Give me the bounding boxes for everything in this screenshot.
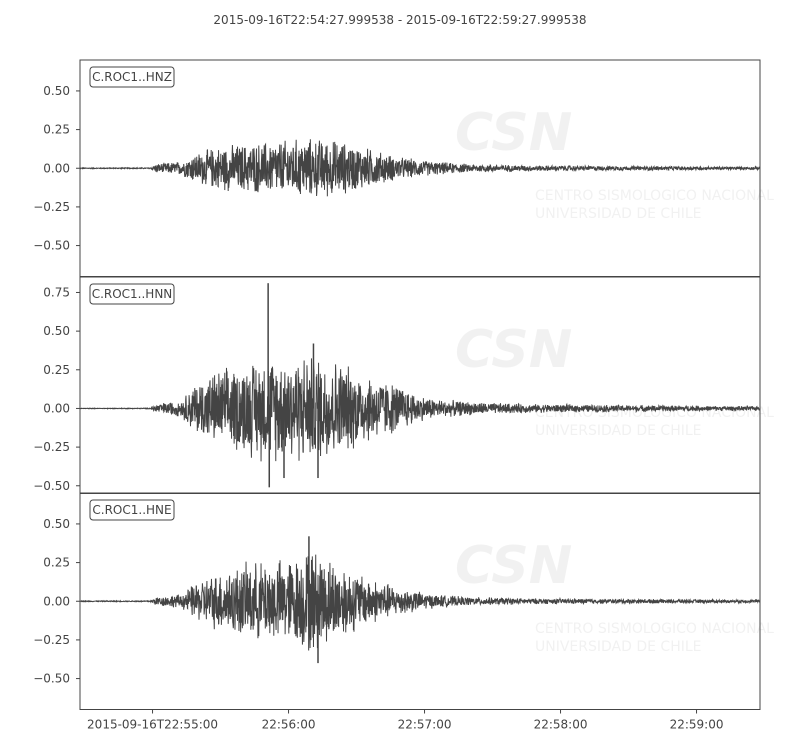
station-label-text: C.ROC1..HNN [92, 287, 173, 301]
y-tick-label: 0.50 [43, 324, 70, 338]
watermark-text: UNIVERSIDAD DE CHILE [535, 639, 702, 655]
watermark-logo: CSN [455, 320, 572, 380]
y-tick-label: 0.75 [43, 285, 70, 299]
panel-frame [79, 276, 761, 494]
y-tick-label: 0.50 [43, 84, 70, 98]
y-tick-label: 0.25 [43, 363, 70, 377]
watermark-text: UNIVERSIDAD DE CHILE [535, 423, 702, 439]
panel-3: CSN CENTRO SISMOLOGICO NACIONAL UNIVERSIDA… [33, 492, 774, 710]
station-label: C.ROC1..HNZ [89, 66, 175, 88]
x-tick-label: 2015-09-16T22:55:00 [87, 718, 218, 732]
station-label: C.ROC1..HNE [89, 499, 175, 521]
panels: CSN CENTRO SISMOLOGICO NACIONAL UNIVERSIDA… [33, 59, 774, 710]
watermark-logo: CSN [455, 103, 572, 163]
panel-1: CSN CENTRO SISMOLOGICO NACIONAL UNIVERSIDA… [33, 59, 774, 277]
y-tick-label: 0.50 [43, 517, 70, 531]
station-label: C.ROC1..HNN [89, 283, 175, 305]
y-tick-label: 0.25 [43, 556, 70, 570]
x-tick-label: 22:59:00 [670, 718, 724, 732]
waveform-trace [79, 358, 761, 462]
x-tick-label: 22:56:00 [262, 718, 316, 732]
watermark-logo: CSN [455, 536, 572, 596]
y-tick-label: −0.25 [33, 633, 70, 647]
y-tick-label: 0.00 [43, 161, 70, 175]
chart-title: 2015-09-16T22:54:27.999538 - 2015-09-16T… [213, 13, 586, 27]
x-tick-label: 22:58:00 [534, 718, 588, 732]
station-label-box [89, 66, 175, 88]
y-tick-label: −0.25 [33, 200, 70, 214]
station-label-box [89, 283, 175, 305]
station-label-text: C.ROC1..HNE [92, 503, 171, 517]
waveform-trace [79, 139, 761, 197]
watermark-text: CENTRO SISMOLOGICO NACIONAL [535, 188, 774, 204]
csn-watermark: CSN CENTRO SISMOLOGICO NACIONAL UNIVERSIDA… [455, 103, 774, 222]
watermark-text: CENTRO SISMOLOGICO NACIONAL [535, 621, 774, 637]
y-tick-label: 0.00 [43, 401, 70, 415]
y-tick-label: −0.50 [33, 239, 70, 253]
station-label-text: C.ROC1..HNZ [92, 70, 172, 84]
x-tick-label: 22:57:00 [398, 718, 452, 732]
y-tick-label: −0.25 [33, 440, 70, 454]
y-tick-label: 0.00 [43, 594, 70, 608]
csn-watermark: CSN CENTRO SISMOLOGICO NACIONAL UNIVERSIDA… [455, 536, 774, 655]
y-tick-label: −0.50 [33, 672, 70, 686]
station-label-box [89, 499, 175, 521]
watermark-text: UNIVERSIDAD DE CHILE [535, 206, 702, 222]
waveform-trace [79, 554, 761, 651]
y-tick-label: −0.50 [33, 479, 70, 493]
y-tick-label: 0.25 [43, 123, 70, 137]
x-axis: 2015-09-16T22:55:00 22:56:00 22:57:00 22:58… [87, 709, 724, 732]
